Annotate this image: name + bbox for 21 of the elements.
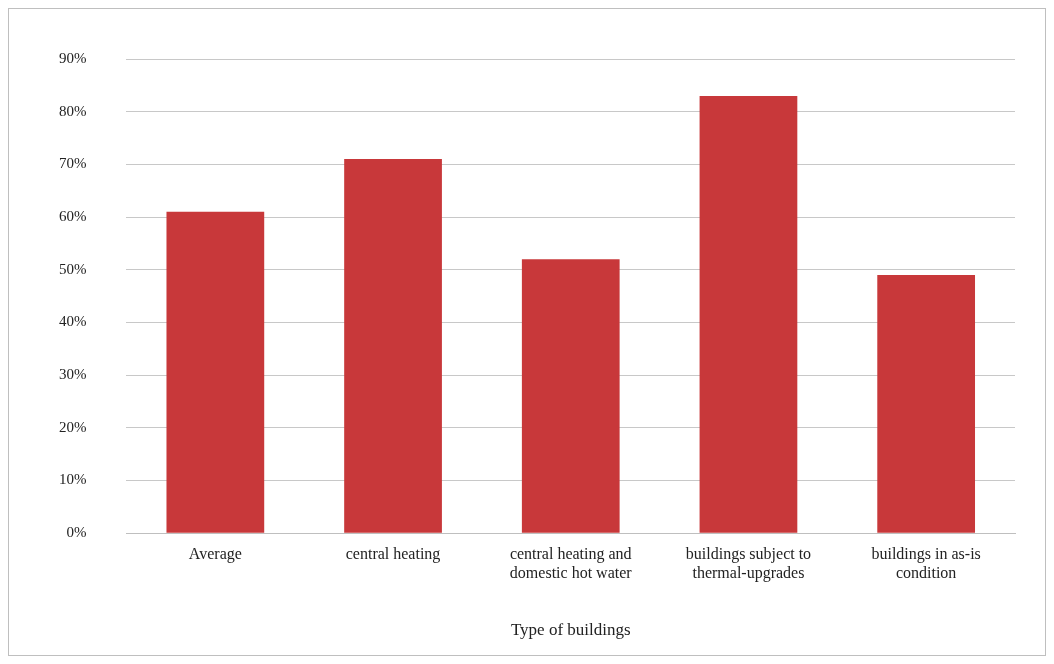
bar	[521, 259, 620, 533]
y-tick-label: 60%	[59, 208, 87, 224]
y-tick-label: 20%	[59, 418, 87, 435]
y-tick-label: 40%	[59, 313, 87, 330]
y-tick-label: 50%	[59, 260, 87, 277]
x-tick-label: central heating	[345, 545, 441, 563]
bar	[344, 159, 442, 533]
y-tick-label: 30%	[59, 366, 87, 383]
x-tick-label: buildings subject to thermal-upgrades	[685, 545, 812, 583]
bar	[166, 211, 265, 533]
x-tick-label: central heating and domestic hot water	[509, 545, 633, 582]
y-tick-label: 70%	[59, 155, 87, 172]
bar	[877, 275, 976, 533]
x-tick-label: buildings in as-is condition	[871, 545, 981, 582]
x-axis-title: Type of buildings	[510, 620, 631, 640]
y-tick-label: 80%	[59, 102, 87, 119]
x-tick-label: Average	[188, 545, 242, 563]
y-tick-label: 10%	[59, 471, 87, 488]
bar	[699, 95, 798, 533]
y-tick-label: 0%	[66, 524, 87, 541]
y-tick-label: 90%	[59, 49, 87, 66]
